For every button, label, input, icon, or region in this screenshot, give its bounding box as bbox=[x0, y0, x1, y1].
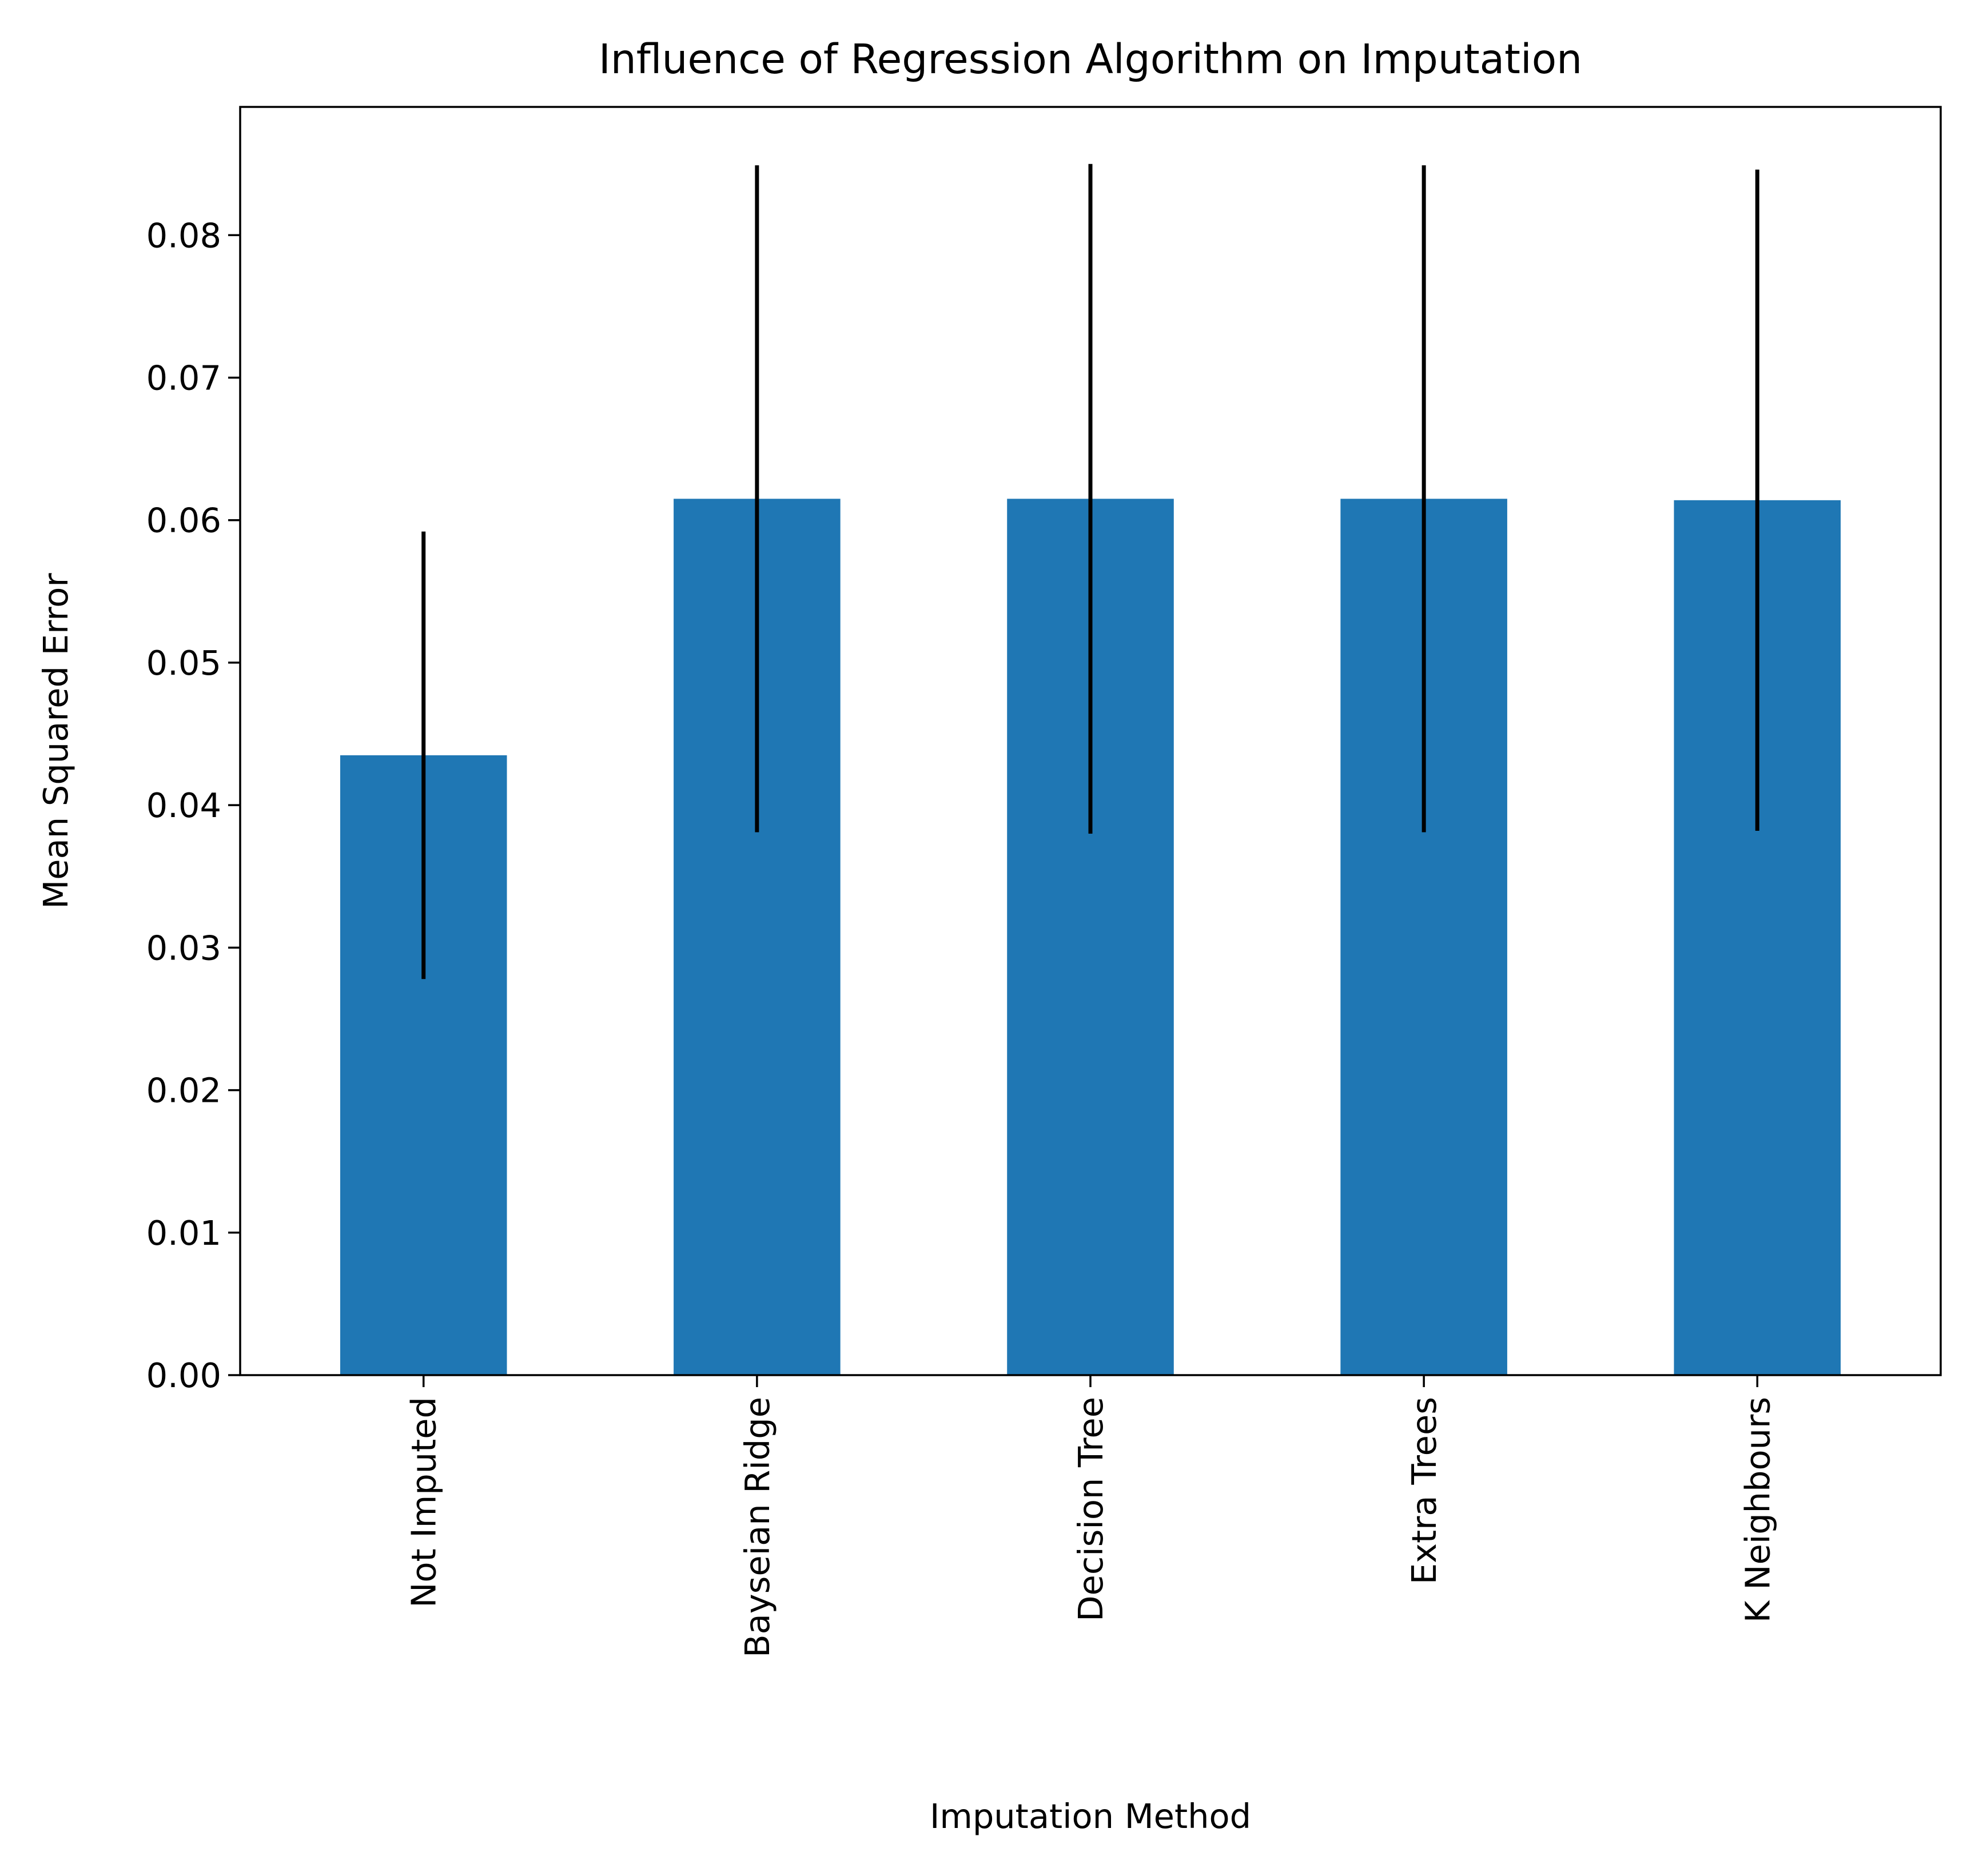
y-tick-label-4: 0.04 bbox=[146, 786, 221, 825]
y-axis-title: Mean Squared Error bbox=[36, 573, 75, 909]
chart-title: Influence of Regression Algorithm on Imp… bbox=[599, 35, 1582, 83]
y-tick-label-2: 0.02 bbox=[146, 1071, 221, 1110]
x-axis-title: Imputation Method bbox=[930, 1797, 1251, 1836]
y-tick-label-3: 0.03 bbox=[146, 928, 221, 967]
x-tick-label-4: K Neighbours bbox=[1738, 1397, 1777, 1623]
y-tick-label-0: 0.00 bbox=[146, 1356, 221, 1395]
y-tick-label-8: 0.08 bbox=[146, 216, 221, 255]
x-tick-label-2: Decision Tree bbox=[1071, 1397, 1110, 1622]
x-tick-label-3: Extra Trees bbox=[1404, 1397, 1444, 1584]
y-tick-label-6: 0.06 bbox=[146, 501, 221, 540]
y-tick-label-1: 0.01 bbox=[146, 1213, 221, 1253]
x-tick-label-1: Bayseian Ridge bbox=[738, 1397, 777, 1658]
x-tick-label-0: Not Imputed bbox=[404, 1397, 444, 1608]
y-tick-label-7: 0.07 bbox=[146, 359, 221, 398]
y-tick-label-5: 0.05 bbox=[146, 643, 221, 683]
